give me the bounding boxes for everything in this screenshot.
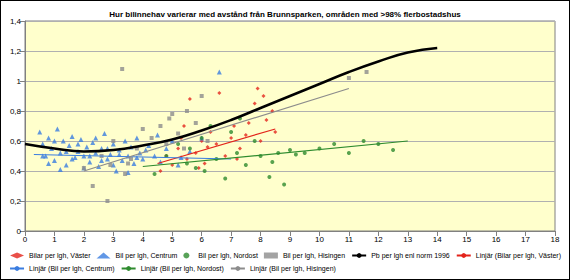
svg-text:3: 3: [111, 235, 116, 244]
svg-text:1,2: 1,2: [10, 47, 22, 56]
svg-text:0: 0: [23, 235, 28, 244]
svg-text:4: 4: [141, 235, 146, 244]
svg-text:12: 12: [374, 235, 383, 244]
svg-text:9: 9: [288, 235, 293, 244]
svg-text:Linjär (Bil per lgh, Nordost): Linjär (Bil per lgh, Nordost): [141, 265, 224, 273]
svg-text:14: 14: [433, 235, 442, 244]
svg-text:8: 8: [258, 235, 263, 244]
svg-text:1,4: 1,4: [10, 17, 22, 26]
svg-text:0: 0: [17, 227, 22, 236]
svg-text:2: 2: [82, 235, 87, 244]
svg-text:18: 18: [551, 235, 560, 244]
svg-text:6: 6: [199, 235, 204, 244]
svg-text:0,2: 0,2: [10, 197, 22, 206]
svg-text:1: 1: [52, 235, 57, 244]
svg-text:7: 7: [229, 235, 234, 244]
svg-text:Hur bilinnehav varierar med av: Hur bilinnehav varierar med avstånd från…: [109, 10, 461, 19]
svg-text:Pb per lgh enl norm 1996: Pb per lgh enl norm 1996: [371, 252, 450, 260]
svg-text:16: 16: [492, 235, 501, 244]
svg-text:17: 17: [521, 235, 530, 244]
svg-text:11: 11: [345, 235, 354, 244]
svg-text:15: 15: [462, 235, 471, 244]
svg-text:0,4: 0,4: [10, 167, 22, 176]
svg-text:Bil per lgh, Nordost: Bil per lgh, Nordost: [198, 252, 258, 260]
svg-text:Bil per lgh, Centrum: Bil per lgh, Centrum: [116, 252, 178, 260]
svg-text:1: 1: [17, 77, 22, 86]
svg-text:0,8: 0,8: [10, 107, 22, 116]
svg-text:Linjär (Bilar per lgh, Väster): Linjär (Bilar per lgh, Väster): [476, 252, 561, 260]
svg-text:0,6: 0,6: [10, 137, 22, 146]
svg-text:Linjär (Bil per lgh, Centrum): Linjär (Bil per lgh, Centrum): [29, 265, 115, 273]
svg-text:5: 5: [170, 235, 175, 244]
svg-text:Bil per lgh, Hisingen: Bil per lgh, Hisingen: [283, 252, 345, 260]
svg-text:Bilar per lgh, Väster: Bilar per lgh, Väster: [29, 252, 91, 260]
svg-text:13: 13: [403, 235, 412, 244]
svg-text:10: 10: [315, 235, 324, 244]
svg-text:Linjär (Bil per lgh, Hisingen): Linjär (Bil per lgh, Hisingen): [250, 265, 336, 273]
